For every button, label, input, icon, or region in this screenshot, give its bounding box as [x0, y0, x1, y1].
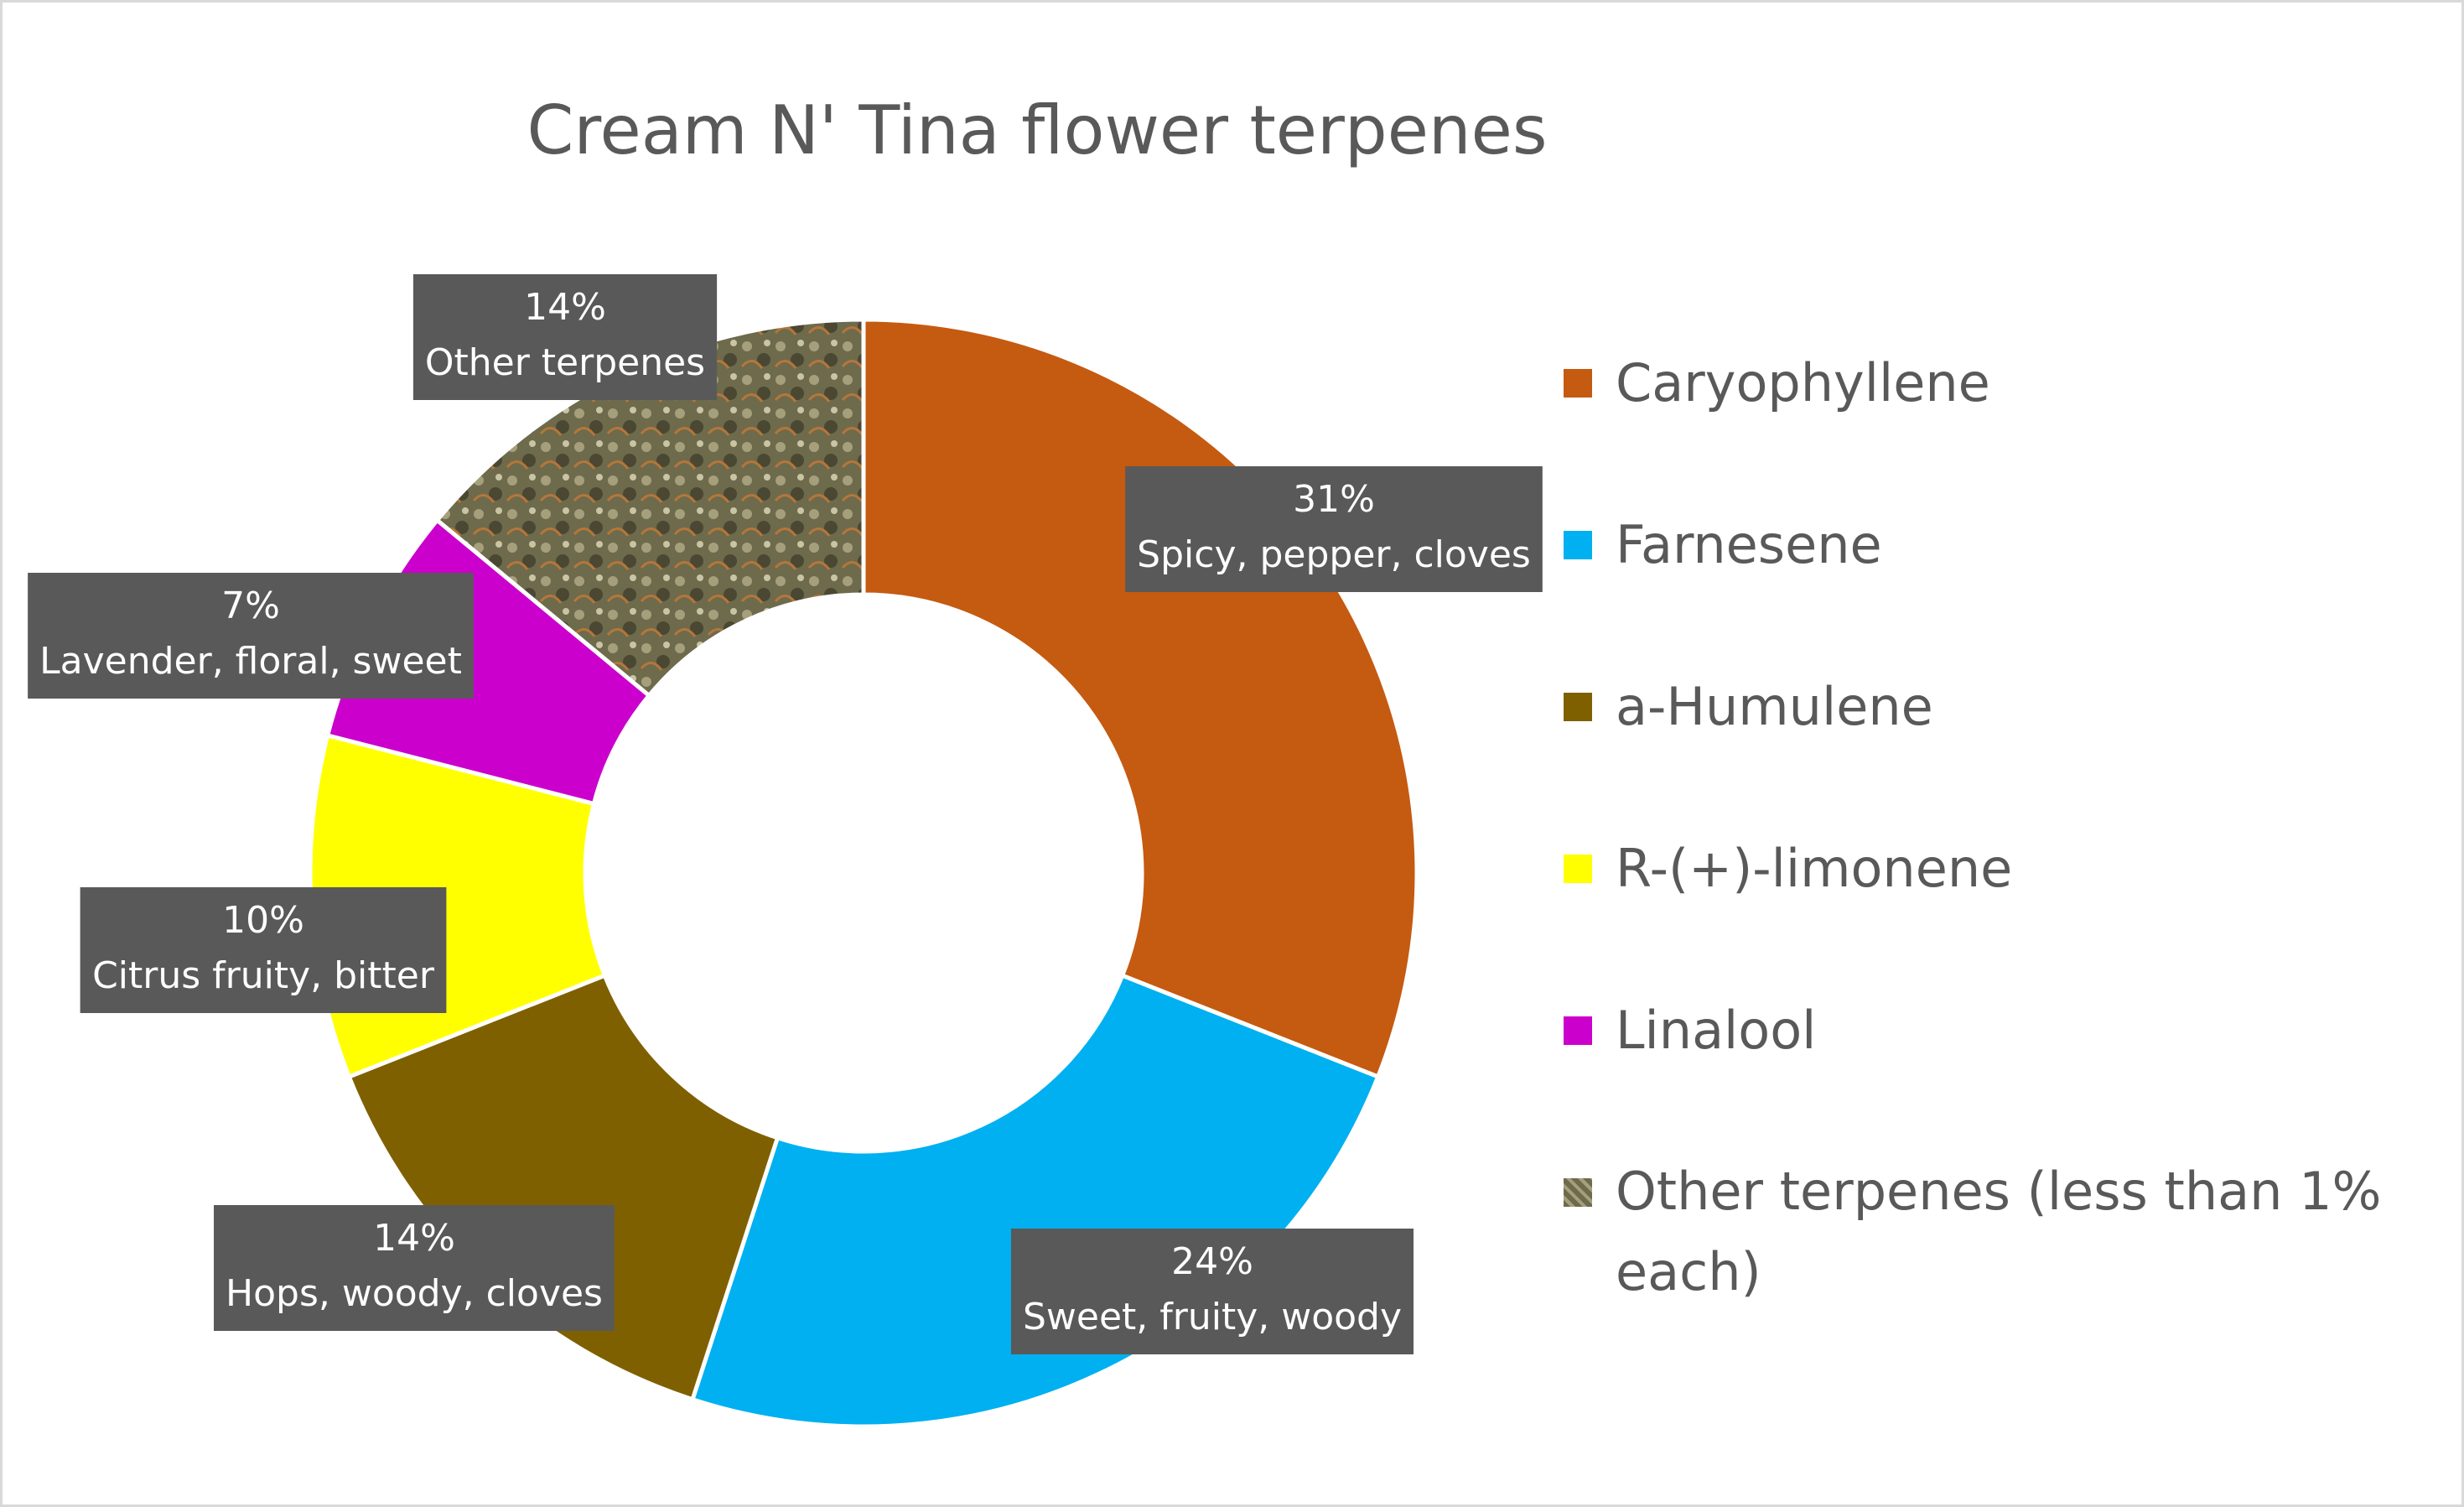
data-label-text: Other terpenes	[425, 341, 705, 384]
legend-label: Farnesene	[1616, 514, 1882, 575]
legend-item: Farnesene	[1564, 504, 2410, 586]
data-label-value: 14%	[524, 286, 606, 329]
data-label-value: 31%	[1293, 478, 1375, 521]
legend-item: a-Humulene	[1564, 666, 2410, 748]
legend-swatch	[1564, 531, 1592, 559]
data-label-value: 14%	[373, 1217, 455, 1260]
data-label-box	[80, 887, 447, 1013]
data-label-text: Hops, woody, cloves	[226, 1272, 603, 1315]
data-label: 7% Lavender, floral, sweet	[28, 573, 474, 699]
data-label-box	[28, 573, 474, 699]
data-label-text: Lavender, floral, sweet	[39, 640, 462, 683]
chart-title: Cream N' Tina flower terpenes	[527, 91, 1547, 169]
data-label-value: 7%	[221, 585, 280, 627]
legend-item: Other terpenes (less than 1% each)	[1564, 1151, 2410, 1312]
data-label: 10% Citrus fruity, bitter	[80, 887, 447, 1013]
data-label: 14% Hops, woody, cloves	[214, 1205, 615, 1331]
data-label-text: Citrus fruity, bitter	[92, 954, 435, 997]
data-label: 14% Other terpenes	[412, 274, 718, 400]
donut-slice	[861, 317, 1419, 1080]
data-label-box	[1010, 1229, 1414, 1354]
data-label-text: Sweet, fruity, woody	[1023, 1296, 1402, 1338]
legend-swatch	[1564, 693, 1592, 721]
chart-canvas: Cream N' Tina flower terpenes 31% Spicy, …	[28, 91, 1548, 1429]
data-label-value: 24%	[1171, 1240, 1253, 1283]
legend-label: a-Humulene	[1616, 676, 1933, 737]
legend-swatch	[1564, 1016, 1592, 1045]
legend-item: Linalool	[1564, 990, 2410, 1072]
data-label-value: 10%	[222, 899, 304, 942]
data-label: 24% Sweet, fruity, woody	[1010, 1229, 1414, 1354]
data-label: 31% Spicy, pepper, cloves	[1125, 466, 1543, 592]
legend-label: Other terpenes (less than 1% each)	[1616, 1161, 2382, 1302]
data-label-box	[1125, 466, 1543, 592]
donut-slice	[433, 317, 866, 699]
legend-item: R-(+)-limonene	[1564, 828, 2410, 910]
legend-label: R-(+)-limonene	[1616, 838, 2013, 899]
donut-slice	[346, 972, 781, 1402]
donut-slice	[689, 972, 1381, 1429]
legend-swatch	[1564, 855, 1592, 883]
data-label-text: Spicy, pepper, cloves	[1137, 533, 1531, 576]
legend-swatch	[1564, 369, 1592, 398]
legend-label: Linalool	[1616, 1000, 1817, 1061]
data-label-box	[214, 1205, 615, 1331]
legend: Caryophyllene Farnesene a-Humulene R-(+)-li…	[1564, 342, 2410, 1392]
legend-label: Caryophyllene	[1616, 352, 1990, 413]
legend-item: Caryophyllene	[1564, 342, 2410, 424]
data-label-box	[412, 274, 718, 400]
legend-swatch	[1564, 1178, 1592, 1207]
